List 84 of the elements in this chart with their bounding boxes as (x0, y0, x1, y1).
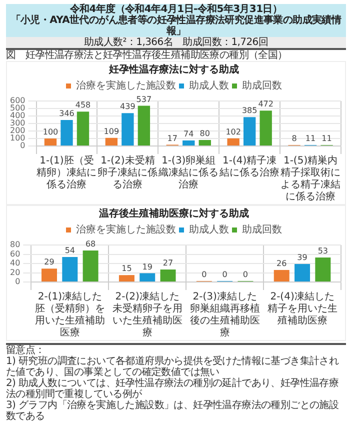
data-label: 53 (318, 246, 328, 256)
data-label: 19 (142, 262, 152, 272)
y-tick-label: 600 (10, 96, 26, 106)
x-tick-label: 2-(2)凍結した未受精卵子を用いた生殖補助医療 (112, 290, 182, 339)
bar (227, 138, 240, 146)
bar (60, 120, 73, 146)
data-label: 346 (59, 109, 74, 118)
legend-label: 治療を実施した施設数 (76, 80, 176, 92)
bar (243, 117, 256, 146)
x-tick-label: 1-(5)精巣内精子採取術による精子凍結に係る治療 (280, 154, 341, 203)
legend-label: 助成回数 (242, 80, 282, 92)
x-tick-label: 1-(2)未受精卵子凍結に係る治療 (98, 154, 158, 191)
data-label: 439 (120, 102, 136, 112)
legend-label: 助成人数 (189, 224, 229, 236)
legend-label: 治療を実施した施設数 (76, 224, 176, 236)
y-tick-label: 100 (10, 134, 26, 143)
legend-label: 助成回数 (242, 224, 282, 236)
data-label: 472 (258, 100, 274, 109)
bar (182, 140, 195, 146)
y-tick-label: 500 (10, 104, 26, 113)
legend-label: 助成人数 (189, 80, 229, 92)
bar (198, 140, 211, 146)
y-tick-label: 300 (10, 118, 26, 128)
chart-title: 温存後生殖補助医療に対する助成 (98, 208, 249, 220)
data-label: 0 (242, 270, 248, 280)
bar (138, 106, 150, 146)
bar (62, 257, 78, 282)
text: 3) グラフ内「治療を実施した施設数」は、妊孕性温存療法の種別ごとの施設数である (6, 400, 340, 422)
x-tick-label: 1-(4)精子凍結に係る治療 (218, 154, 280, 179)
text: 「小児・AYA世代のがん患者等の妊孕性温存療法研究促進事業の助成実績情報」 (6, 15, 346, 37)
x-tick-label: 1-(1)胚（受精卵）凍結に係る治療 (36, 154, 97, 191)
x-tick-label: 2-(1)凍結した胚（受精卵）を用いた生殖補助医療 (34, 290, 105, 339)
chart-title: 妊孕性温存療法に対する助成 (108, 64, 239, 76)
bar (315, 257, 331, 282)
data-label: 17 (167, 134, 178, 143)
data-label: 102 (226, 127, 241, 136)
y-tick-label: 60 (10, 249, 20, 258)
data-label: 109 (104, 126, 120, 136)
data-label: 29 (44, 258, 54, 267)
data-label: 11 (305, 134, 316, 144)
data-label: 27 (162, 258, 174, 268)
y-tick-label: 0 (20, 141, 26, 150)
y-tick-label: 20 (10, 268, 20, 277)
bar (140, 273, 156, 282)
bar (105, 138, 118, 146)
bar (122, 113, 134, 146)
data-label: 11 (322, 134, 332, 144)
bar (42, 268, 57, 282)
data-label: 385 (242, 106, 258, 116)
data-label: 54 (64, 246, 75, 256)
data-label: 0 (202, 270, 207, 280)
text: 助成人数²：1,366名 助成回数：1,726回 (6, 37, 346, 50)
y-tick-label: 400 (10, 111, 26, 120)
bar (260, 110, 272, 146)
text: 1) 研究班の調査において各都道府県から提供を受けた情報に基づき集計された値であり、国の事業としての確定数値では無い (6, 356, 340, 378)
text: 図 妊孕性温存療法と妊孕性温存後生殖補助医療の種別（全国） (6, 50, 288, 61)
data-label: 39 (297, 253, 308, 262)
bar (294, 264, 310, 282)
data-label: 26 (276, 259, 287, 268)
x-tick-label: 2-(4)凍結した精子を用いた生殖補助医療 (267, 290, 338, 327)
bar (160, 270, 176, 282)
data-label: 80 (200, 129, 210, 138)
x-tick-label: 2-(3)凍結した卵巣組織再移植後の生殖補助医療 (190, 290, 260, 339)
bar (118, 275, 134, 282)
text: 令和4年度（令和4年4月1日-令和5年3月31日） (6, 4, 346, 15)
bar (274, 270, 290, 282)
data-label: 537 (136, 94, 152, 104)
data-label: 8 (292, 134, 297, 144)
data-label: 68 (85, 240, 96, 249)
data-label: 100 (42, 128, 58, 137)
x-tick-label: 1-(3)卵巣組織凍結に係る治療 (158, 154, 219, 191)
bar (82, 250, 98, 282)
data-label: 15 (122, 264, 132, 274)
bar (76, 112, 90, 146)
data-label: 0 (222, 270, 228, 280)
y-tick-label: 40 (10, 258, 20, 268)
text: 2) 助成人数については、妊孕性温存療法の種別の延計であり、妊孕性温存療法の種別間で重複している例が (6, 378, 340, 400)
data-label: 458 (75, 100, 91, 110)
y-tick-label: 80 (10, 240, 20, 250)
y-tick-label: 200 (10, 126, 26, 136)
data-label: 74 (184, 130, 194, 139)
y-tick-label: 0 (15, 277, 20, 286)
bar (44, 138, 57, 146)
text: 留意点： (6, 345, 45, 356)
